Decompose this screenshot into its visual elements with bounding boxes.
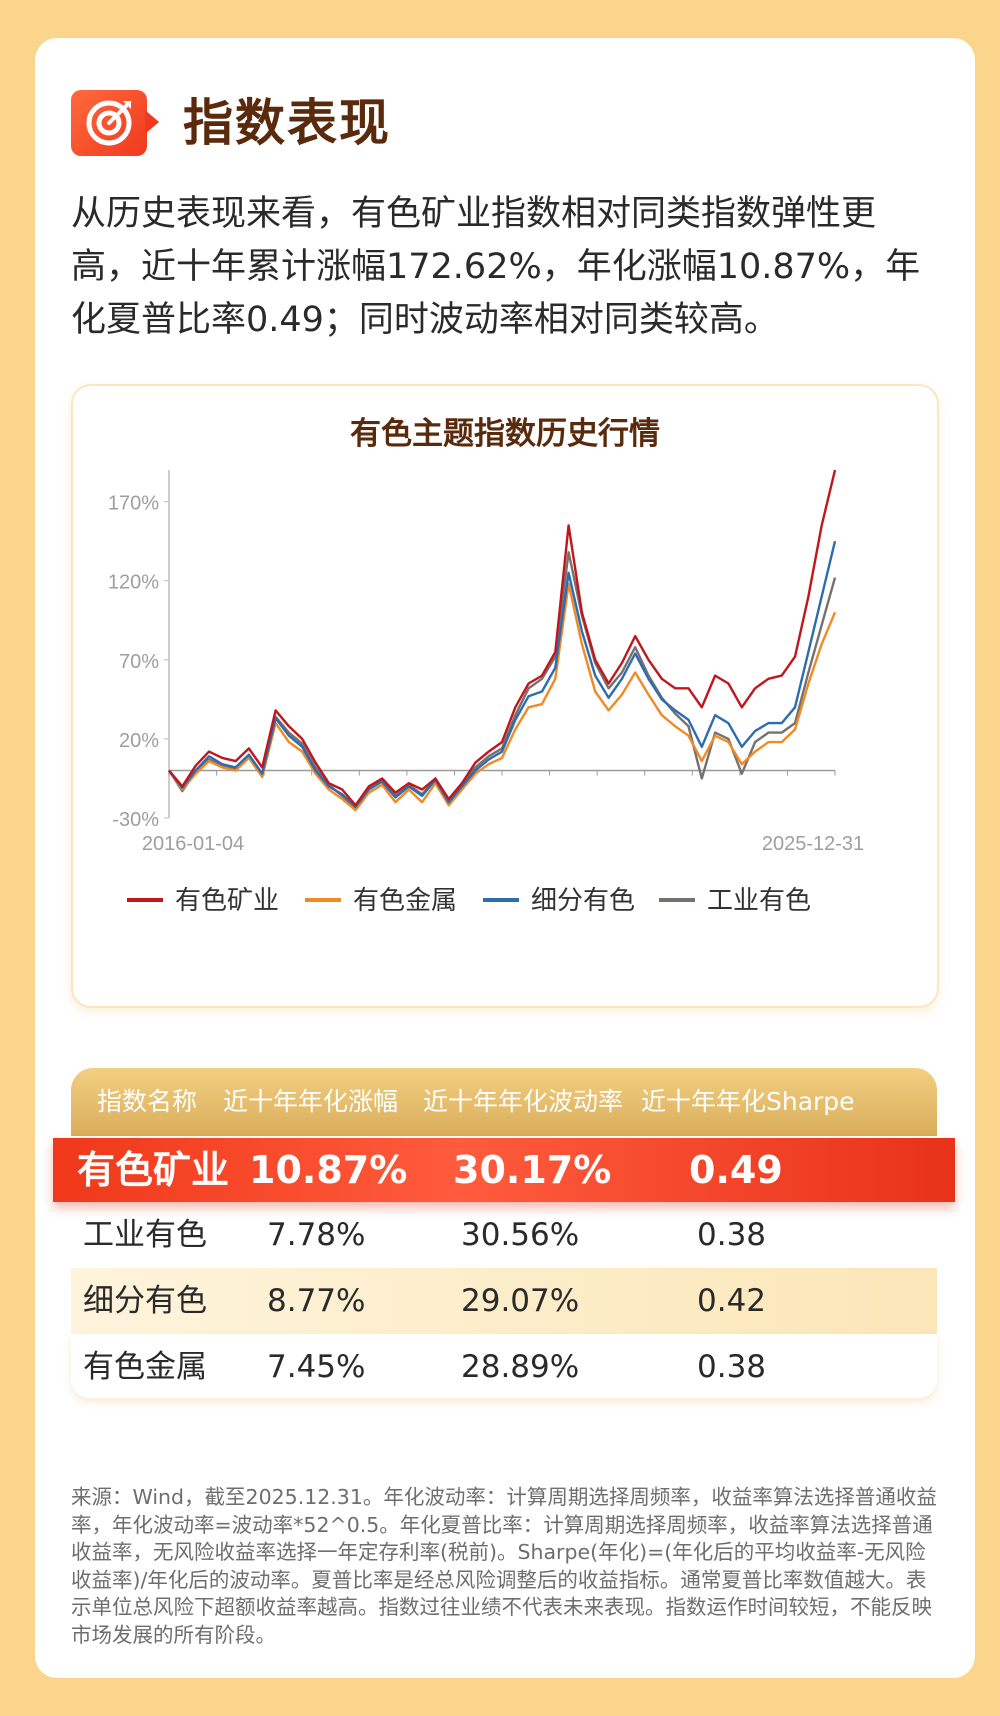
source-note: 来源：Wind，截至2025.12.31。年化波动率：计算周期选择周频率，收益率… (71, 1485, 937, 1647)
cell-sharpe: 0.38 (697, 1217, 767, 1253)
y-tick-label: 20% (119, 730, 159, 752)
cell-sharpe: 0.38 (697, 1349, 767, 1385)
legend-label: 工业有色 (707, 886, 811, 916)
section-title: 指数表现 (183, 94, 391, 152)
y-tick-label: 70% (119, 651, 159, 673)
content-card: 指数表现 从历史表现来看，有色矿业指数相对同类指数弹性更高，近十年累计涨幅172… (35, 38, 975, 1678)
legend-label: 有色金属 (353, 886, 457, 916)
highlight-sharpe: 0.49 (689, 1148, 783, 1192)
cell-return: 7.45% (267, 1349, 366, 1385)
header-index-name: 指数名称 (97, 1087, 198, 1116)
intro-paragraph: 从历史表现来看，有色矿业指数相对同类指数弹性更高，近十年累计涨幅172.62%，… (71, 194, 921, 340)
table-row: 工业有色 7.78% 30.56% 0.38 (71, 1202, 937, 1268)
table-row: 细分有色 8.77% 29.07% 0.42 (71, 1268, 937, 1334)
header-annual-volatility: 近十年年化波动率 (423, 1087, 624, 1116)
cell-sharpe: 0.42 (697, 1283, 767, 1319)
series-line (168, 582, 837, 812)
x-tick-label: 2025-12-31 (762, 833, 864, 855)
series-line (168, 469, 837, 807)
header-annual-return: 近十年年化涨幅 (223, 1087, 399, 1116)
x-tick-label: 2016-01-04 (142, 833, 244, 855)
cell-name: 有色金属 (83, 1349, 207, 1385)
table-row: 有色金属 7.45% 28.89% 0.38 (71, 1334, 937, 1398)
line-chart: -30% 20% 70% 120% 170% 2016-01-04 2025-12-31 有色… (108, 469, 864, 916)
highlight-name: 有色矿业 (77, 1148, 230, 1192)
y-tick-label: -30% (112, 809, 159, 831)
y-tick-label: 120% (108, 572, 159, 594)
cell-name: 细分有色 (83, 1283, 207, 1319)
highlight-row: 有色矿业 10.87% 30.17% 0.49 (53, 1138, 955, 1202)
highlight-vol: 30.17% (453, 1148, 612, 1192)
cell-return: 8.77% (267, 1283, 366, 1319)
highlight-return: 10.87% (249, 1148, 408, 1192)
cell-vol: 29.07% (461, 1283, 580, 1319)
target-arrow-icon (86, 100, 132, 146)
series-line (168, 540, 837, 809)
section-header: 指数表现 (71, 88, 571, 158)
y-tick-label: 170% (108, 493, 159, 515)
badge-pointer (145, 110, 159, 134)
index-stats-table: 指数名称 近十年年化涨幅 近十年年化波动率 近十年年化Sharpe 工业有色 7… (53, 1068, 955, 1448)
section-badge (71, 90, 147, 156)
legend-label: 细分有色 (531, 886, 635, 916)
cell-vol: 30.56% (461, 1217, 580, 1253)
series-line (167, 551, 837, 810)
chart-title: 有色主题指数历史行情 (350, 416, 660, 452)
chart-panel: 有色主题指数历史行情 -30% 20% 70% 120% 170% 2016-01-04 2… (71, 384, 939, 1008)
cell-name: 工业有色 (83, 1217, 207, 1253)
table-header: 指数名称 近十年年化涨幅 近十年年化波动率 近十年年化Sharpe (71, 1068, 937, 1136)
cell-vol: 28.89% (461, 1349, 580, 1385)
legend-label: 有色矿业 (175, 886, 279, 916)
cell-return: 7.78% (267, 1217, 366, 1253)
header-annual-sharpe: 近十年年化Sharpe (641, 1087, 855, 1116)
